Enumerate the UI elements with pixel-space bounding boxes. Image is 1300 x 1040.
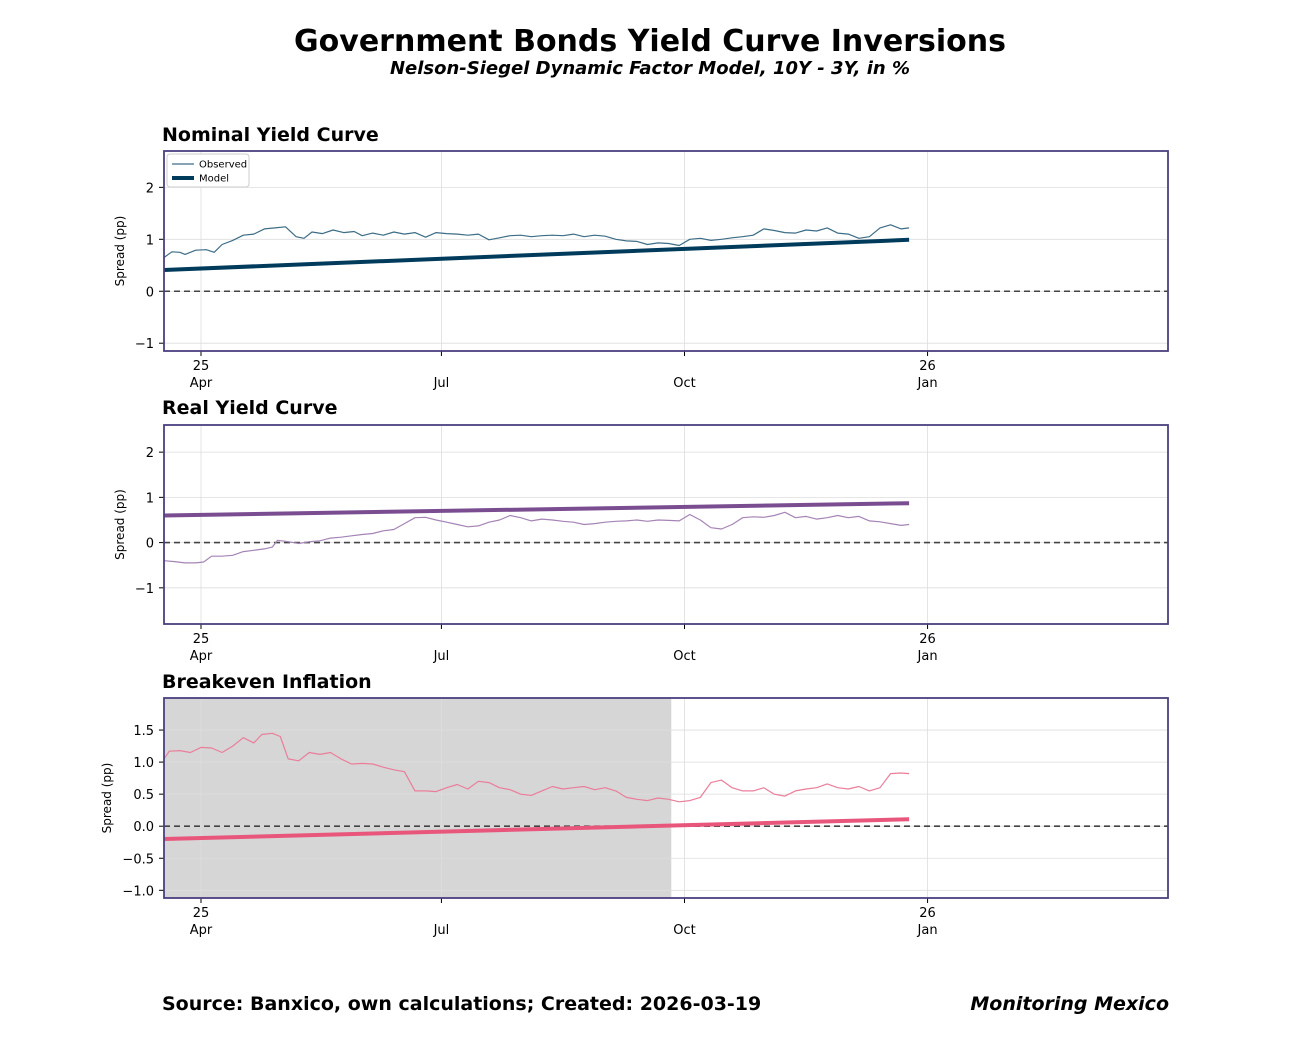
real-x-tick-label-month: Oct <box>673 649 695 664</box>
nominal-x-tick-label-month: Jul <box>433 376 450 391</box>
nominal-y-tick-label: 2 <box>146 181 154 196</box>
real-model-line <box>163 501 910 518</box>
breakeven-y-tick-label: 0.5 <box>133 788 154 803</box>
nominal-observed-line <box>163 224 910 258</box>
figure-title: Government Bonds Yield Curve Inversions <box>294 24 1006 59</box>
real-y-tick-label: 1 <box>146 491 154 506</box>
breakeven-shaded-period <box>164 698 672 898</box>
brand-label: Monitoring Mexico <box>970 993 1169 1015</box>
breakeven-y-tick-label: 0.0 <box>133 820 154 835</box>
panel-title-breakeven: Breakeven Inflation <box>162 671 372 693</box>
real-x-tick-label-month: Jan <box>917 649 938 664</box>
real-x-tick-label-month: Apr <box>190 649 213 664</box>
breakeven-model-line <box>163 817 910 841</box>
breakeven-y-tick-label: 1.0 <box>133 756 154 771</box>
real-observed-line <box>163 511 910 564</box>
nominal-x-tick-label-month: Oct <box>673 376 695 391</box>
nominal-y-axis-label: Spread (pp) <box>113 216 127 287</box>
breakeven-y-tick-label: −0.5 <box>122 852 154 867</box>
nominal-x-tick-label-month: Apr <box>190 376 213 391</box>
nominal-model-line <box>163 237 910 272</box>
breakeven-x-tick-label-month: Oct <box>673 923 695 938</box>
panel-title-nominal: Nominal Yield Curve <box>162 124 379 146</box>
breakeven-plot-frame <box>163 697 1169 899</box>
panel-title-real: Real Yield Curve <box>162 397 338 419</box>
nominal-x-tick-label-year: 25 <box>193 359 210 374</box>
nominal-y-tick-label: 1 <box>146 233 154 248</box>
breakeven-observed-line <box>163 732 910 803</box>
real-y-tick-label: −1 <box>135 582 154 597</box>
breakeven-x-tick-label-year: 25 <box>193 906 210 921</box>
breakeven-x-tick-label-year: 26 <box>919 906 936 921</box>
nominal-legend-observed-label: Observed <box>199 160 247 171</box>
nominal-y-tick-label: −1 <box>135 337 154 352</box>
breakeven-y-tick-label: 1.5 <box>133 724 154 739</box>
real-y-tick-label: 2 <box>146 446 154 461</box>
source-note: Source: Banxico, own calculations; Creat… <box>162 993 762 1015</box>
breakeven-x-tick-label-month: Apr <box>190 923 213 938</box>
nominal-x-tick-label-month: Jan <box>917 376 938 391</box>
real-y-axis-label: Spread (pp) <box>113 489 127 560</box>
nominal-y-tick-label: 0 <box>146 285 154 300</box>
breakeven-y-axis-label: Spread (pp) <box>100 763 114 834</box>
breakeven-y-tick-label: −1.0 <box>122 884 154 899</box>
breakeven-x-tick-label-month: Jan <box>917 923 938 938</box>
real-plot-frame <box>163 424 1169 625</box>
real-x-tick-label-year: 26 <box>919 632 936 647</box>
real-y-tick-label: 0 <box>146 537 154 552</box>
real-x-tick-label-year: 25 <box>193 632 210 647</box>
nominal-x-tick-label-year: 26 <box>919 359 936 374</box>
nominal-legend-model-label: Model <box>199 174 229 185</box>
nominal-plot-frame <box>163 150 1169 352</box>
breakeven-x-tick-label-month: Jul <box>433 923 450 938</box>
real-x-tick-label-month: Jul <box>433 649 450 664</box>
figure-subtitle: Nelson-Siegel Dynamic Factor Model, 10Y … <box>389 58 911 79</box>
